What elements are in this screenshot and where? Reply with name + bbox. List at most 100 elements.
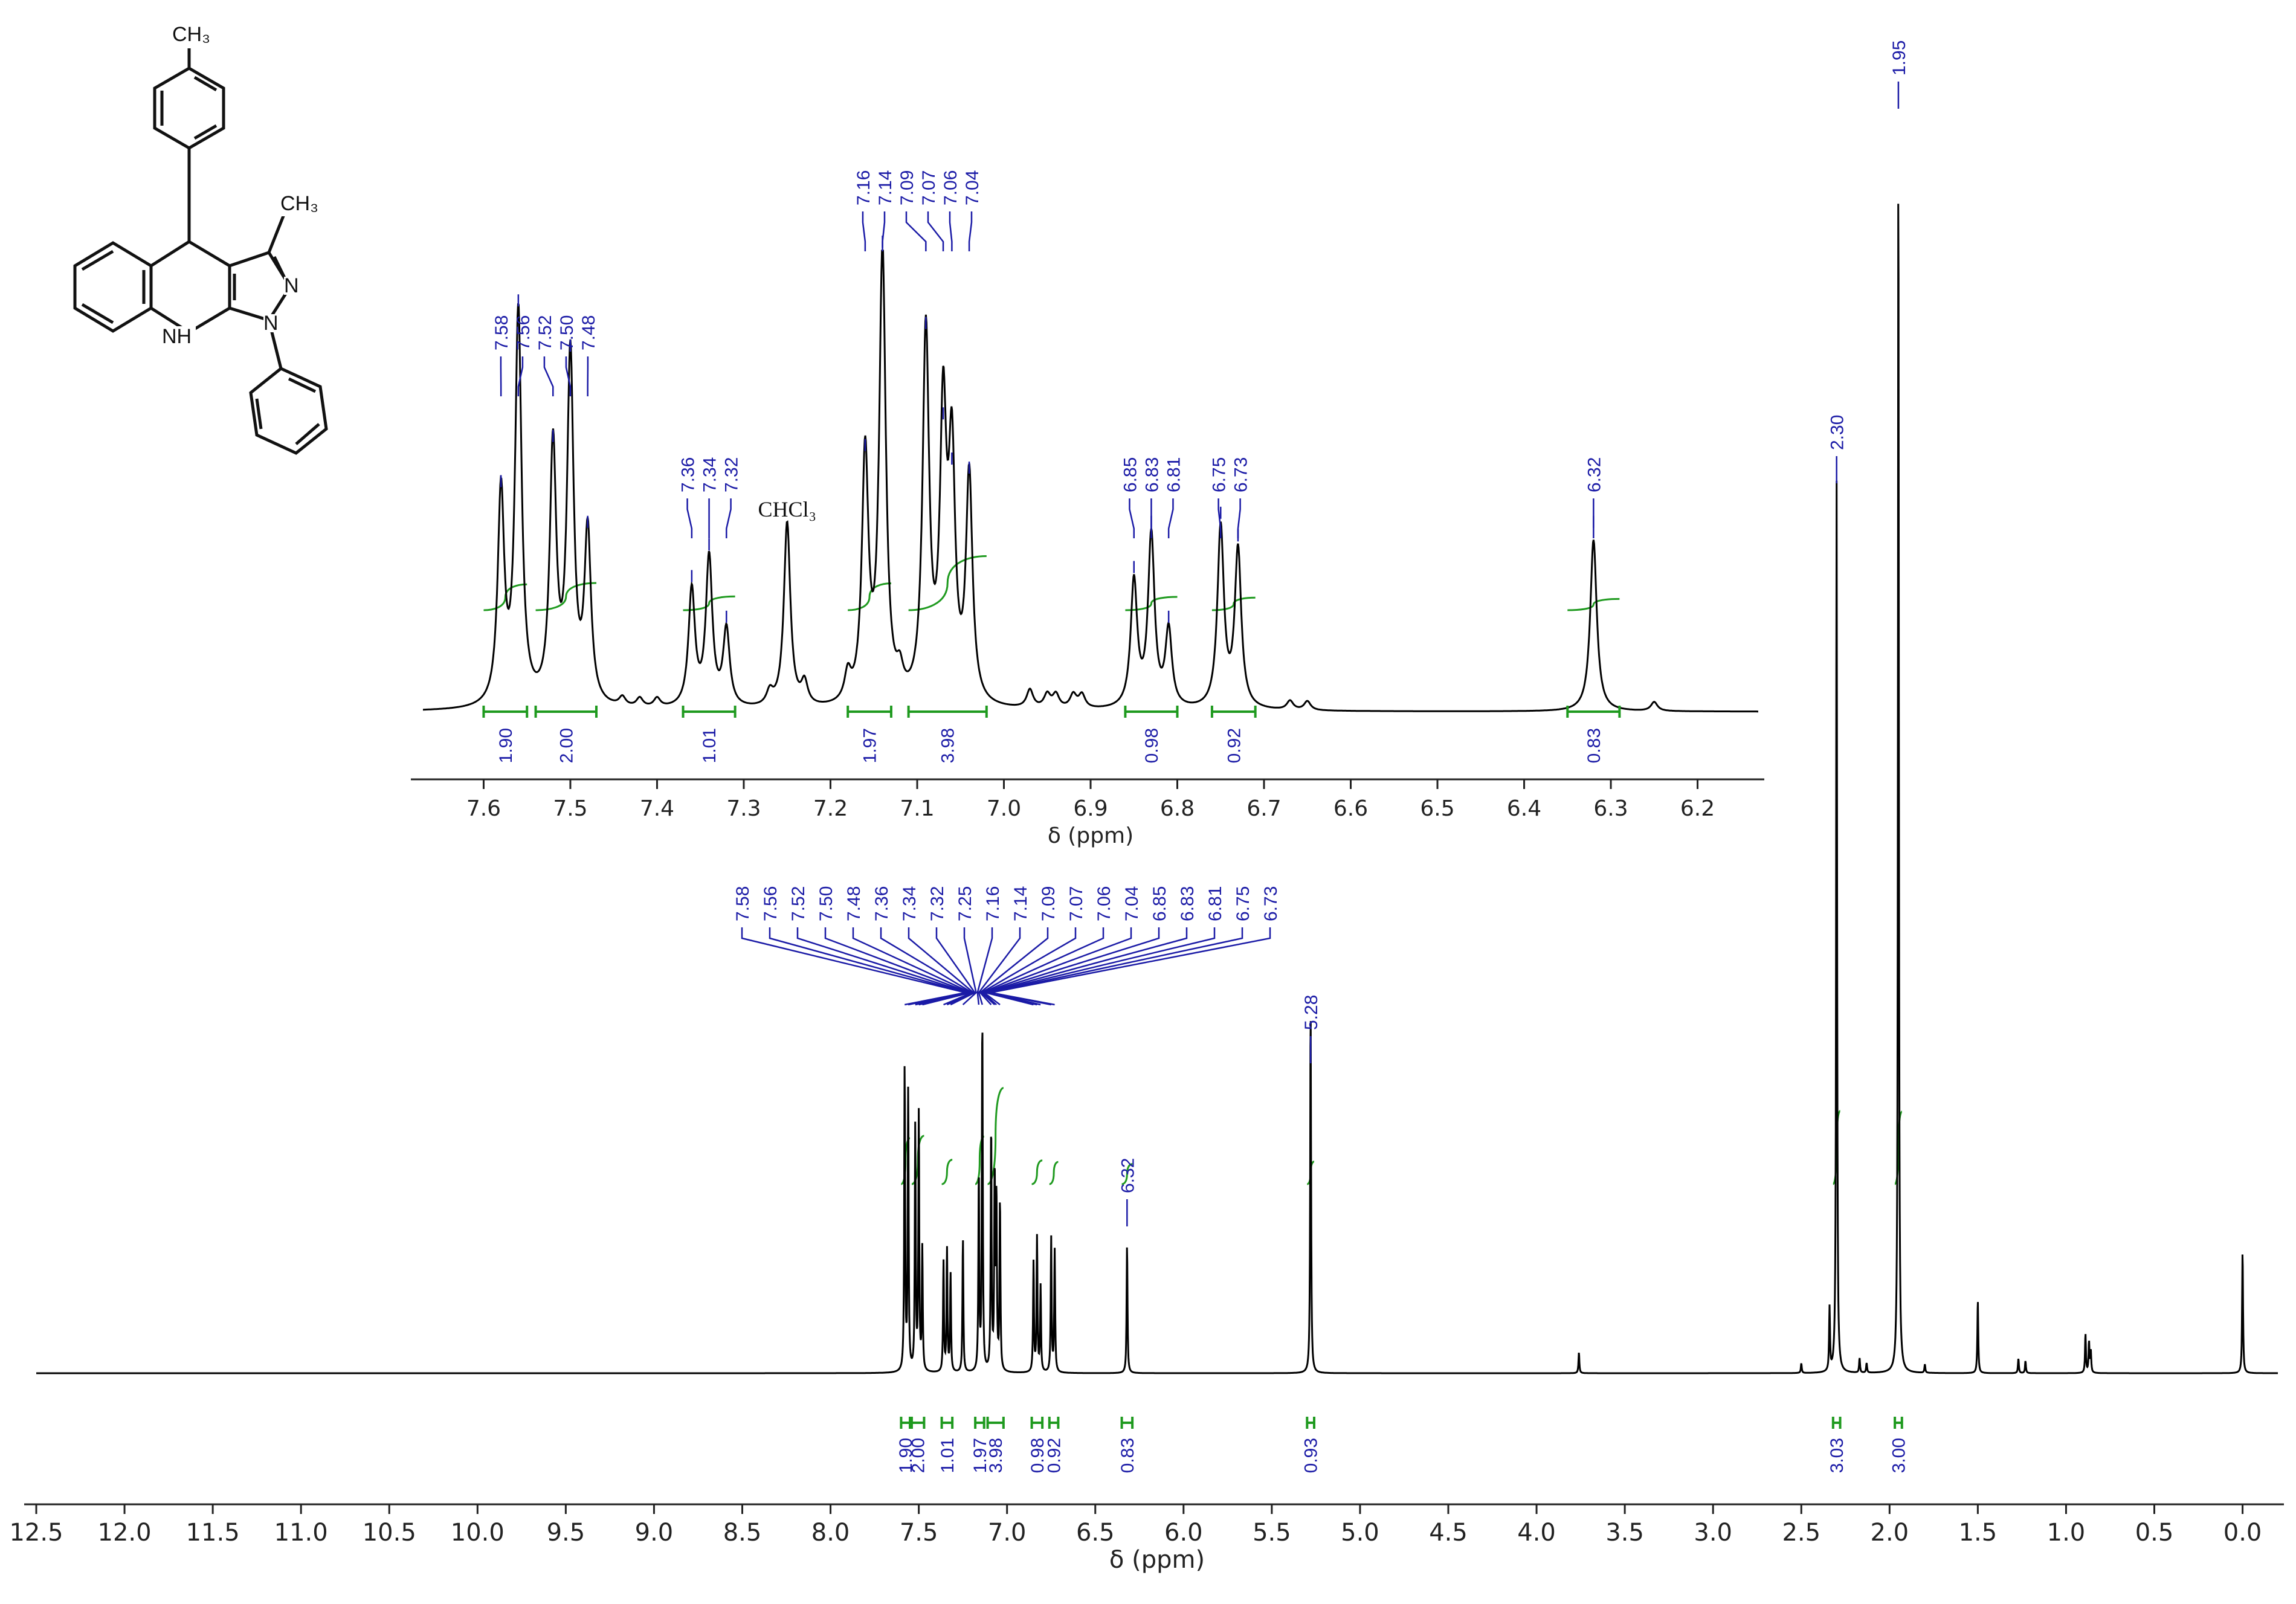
main-tick-label: 8.5 (723, 1519, 762, 1547)
main-integral-value: 0.93 (1301, 1438, 1321, 1473)
main-peak-leader (976, 927, 993, 1005)
main-peak-leader (769, 927, 967, 1006)
inset-tick-label: 6.9 (1073, 796, 1108, 821)
structure-n1-label: N (263, 312, 279, 335)
main-peak-label: 2.30 (1828, 415, 1848, 450)
inset-peak-label: 7.09 (897, 170, 917, 205)
nh-mask (162, 326, 196, 347)
inset-tick-label: 7.6 (466, 796, 501, 821)
n-phenyl-ring (249, 367, 328, 455)
main-peak-label: 6.83 (1178, 886, 1198, 921)
main-peak-label: 6.73 (1261, 886, 1281, 921)
inset-peak-label: 7.50 (557, 315, 577, 350)
benzo-ring (73, 241, 153, 333)
inset-tick-label: 6.7 (1246, 796, 1281, 821)
main-tick-label: 4.0 (1517, 1519, 1556, 1547)
inset-peak-label: 6.32 (1584, 457, 1604, 492)
main-tick-label: 9.5 (547, 1519, 585, 1547)
inset-integral-value: 3.98 (938, 728, 958, 763)
main-spectrum-trace (36, 204, 2278, 1374)
main-peak-leader (981, 927, 1104, 1005)
main-integral-curve (1031, 1159, 1043, 1185)
inset-peak-leader (543, 356, 554, 396)
main-peak-labels: 7.58 7.56 7.52 7.50 7.48 7.36 7.34 7.32 7.25 7.16… (733, 40, 1909, 1226)
main-peak-label: 7.34 (900, 886, 920, 921)
main-integral-curve (1049, 1161, 1059, 1185)
inset-tick-label: 6.2 (1680, 796, 1715, 821)
inset-integral-curve (908, 555, 987, 611)
inset-integral-value: 1.01 (700, 728, 720, 763)
inset-integral-value: 1.90 (496, 728, 516, 763)
main-peak-leader (988, 927, 1216, 1006)
inset-peak-label: 7.34 (700, 457, 720, 492)
inset-peak-label: 7.58 (492, 315, 512, 350)
main-integral-curves (900, 1087, 1903, 1185)
main-peak-label: 7.07 (1066, 886, 1086, 921)
inset-tick-label: 7.4 (640, 796, 674, 821)
main-peak-leader (880, 927, 974, 1006)
inset-peak-leader (517, 356, 524, 396)
main-tick-label: 5.5 (1253, 1519, 1291, 1547)
main-tick-label: 7.0 (988, 1519, 1027, 1547)
inset-peak-label: 6.83 (1142, 457, 1162, 492)
inset-x-axis-label: δ (ppm) (1048, 823, 1133, 848)
main-peak-label: 6.32 (1118, 1158, 1138, 1193)
main-tick-label: 3.5 (1605, 1519, 1644, 1547)
main-peak-label: 7.36 (872, 886, 892, 921)
main-peak-leader (982, 927, 1160, 1006)
main-integral-value: 3.00 (1889, 1438, 1909, 1473)
inset-tick-label: 7.2 (813, 796, 848, 821)
tolyl-ring (153, 66, 225, 150)
inset-integral-curves (483, 555, 1620, 611)
inset-peak-labels: 7.58 7.56 7.52 7.50 7.48 7.36 7.34 7.32 7.16 7.14… (492, 170, 1604, 623)
main-peak-label: 7.52 (788, 886, 808, 921)
structure-n-label: N (284, 274, 299, 297)
pyrazole-ring (228, 250, 292, 322)
main-integral-bars: 1.902.00 1.01 1.973.98 0.980.92 0.83 0.93 3.03… (896, 1417, 1909, 1473)
inset-peak-leader (726, 498, 732, 538)
inset-peak-leader (1129, 498, 1135, 538)
inset-peak-label: 6.85 (1120, 457, 1140, 492)
inset-peak-leader (1217, 498, 1222, 538)
main-peak-leader (990, 927, 1271, 1006)
main-tick-label: 0.0 (2223, 1519, 2262, 1547)
inset-peak-label: 7.52 (535, 315, 555, 350)
inset-integral-curve (1211, 596, 1256, 611)
inset-peak-leader (927, 211, 944, 251)
main-peak-leader (935, 927, 976, 1006)
inset-peak-label: 7.36 (679, 457, 698, 492)
inset-tick-label: 7.1 (900, 796, 934, 821)
main-spectrum: 7.58 7.56 7.52 7.50 7.48 7.36 7.34 7.32 7.25 7.16… (9, 40, 2284, 1574)
inset-tick-label: 7.5 (553, 796, 587, 821)
inset-peak-leader (1167, 498, 1174, 538)
inset-peak-label: 7.14 (876, 170, 895, 205)
main-integral-value: 0.98 (1028, 1438, 1048, 1473)
main-integral-curve (1121, 1163, 1133, 1185)
inset-peak-label: 7.48 (579, 315, 599, 350)
inset-integral-curve (483, 583, 527, 611)
main-tick-label: 1.0 (2047, 1519, 2086, 1547)
inset-tick-label: 6.3 (1593, 796, 1628, 821)
main-peak-label: 6.85 (1150, 886, 1170, 921)
inset-peak-leader (905, 211, 927, 251)
inset-tick-label: 7.3 (726, 796, 761, 821)
main-tick-label: 2.0 (1871, 1519, 1909, 1547)
main-peak-label: 7.50 (816, 886, 836, 921)
main-tick-label: 12.0 (98, 1519, 152, 1547)
main-integral-value: 2.00 (909, 1438, 929, 1473)
inset-tick-label: 7.0 (987, 796, 1021, 821)
main-peak-label: 7.48 (844, 886, 864, 921)
inset-solvent-annotation: CHCl₃ (758, 497, 816, 521)
inset-peak-label: 7.56 (514, 315, 534, 350)
inset-tick-label: 6.4 (1507, 796, 1541, 821)
dihydropyridine-ring (149, 240, 231, 334)
inset-integral-curve (535, 582, 597, 611)
main-peak-leader (908, 927, 975, 1006)
main-peak-label: 6.75 (1233, 886, 1253, 921)
main-peak-label: 7.56 (761, 886, 781, 921)
inset-peak-leader (949, 211, 953, 251)
inset-integral-value: 0.92 (1224, 728, 1244, 763)
main-peak-leader (824, 927, 972, 1006)
main-integral-value: 0.92 (1045, 1438, 1065, 1473)
main-tick-label: 7.5 (900, 1519, 938, 1547)
